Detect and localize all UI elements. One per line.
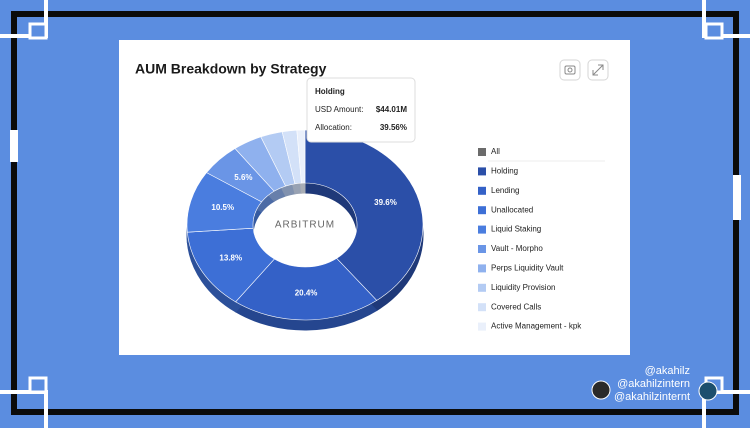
legend-swatch [478, 148, 486, 156]
camera-icon [567, 67, 573, 73]
legend-swatch [478, 206, 486, 215]
legend-swatch [478, 225, 486, 234]
tooltip-box [306, 77, 416, 143]
slice [304, 129, 424, 301]
avatar [591, 380, 611, 400]
tooltip-value: 39.56% [380, 123, 407, 132]
legend-swatch [478, 167, 486, 176]
donut: 39.6% 20.4% 13.8% 10.5% 5.6% [186, 129, 424, 331]
legend-swatch [478, 303, 486, 312]
side-tab [10, 130, 18, 162]
legend-label: Liquid Staking [491, 225, 541, 234]
chart-title: AUM Breakdown by Strategy [135, 61, 327, 77]
tooltip-value: $44.01M [376, 105, 407, 114]
legend-label: Perps Liquidity Vault [491, 264, 564, 273]
legend-swatch [478, 186, 486, 195]
slice [296, 129, 306, 184]
center-label: ARBITRUM [275, 220, 335, 231]
camera-button[interactable] [559, 59, 581, 81]
camera-icon [564, 65, 576, 75]
tooltip: Holding USD Amount: $44.01M Allocation: … [306, 77, 416, 143]
legend-label: Covered Calls [491, 302, 541, 311]
tooltip-label: USD Amount: [315, 105, 363, 114]
legend-swatch [478, 264, 486, 273]
corner-box [704, 22, 724, 40]
legend: All Holding Lending Unallocated Liquid Staki… [478, 147, 605, 331]
corner-box [28, 22, 48, 40]
slice-label: 39.6% [374, 198, 397, 207]
side-tab [733, 175, 741, 220]
legend-label: Unallocated [491, 205, 533, 214]
expand-icon [592, 64, 604, 76]
legend-label: Lending [491, 186, 519, 195]
legend-label: Active Management - kpk [491, 322, 582, 331]
slice-label: 20.4% [295, 289, 318, 298]
corner-box [28, 376, 48, 394]
slice [235, 257, 378, 321]
legend-label: Liquidity Provision [491, 283, 555, 292]
legend-label: All [491, 147, 500, 156]
legend-swatch [478, 283, 486, 292]
avatar [698, 381, 718, 401]
legend-swatch [478, 245, 486, 253]
legend-label: Holding [491, 167, 518, 176]
watermark: @akahilz [645, 365, 690, 377]
tooltip-label: Allocation: [315, 123, 352, 132]
watermark: @akahilzintern [617, 378, 690, 390]
watermarks: @akahilz @akahilzintern @akahilzinternt [591, 365, 718, 403]
legend-label: Vault - Morpho [491, 244, 543, 253]
slice-label: 13.8% [219, 253, 242, 262]
tooltip-title: Holding [315, 87, 345, 96]
slice-label: 5.6% [234, 173, 252, 182]
legend-swatch [478, 322, 486, 331]
watermark: @akahilzinternt [614, 391, 690, 403]
slice-label: 10.5% [211, 203, 234, 212]
